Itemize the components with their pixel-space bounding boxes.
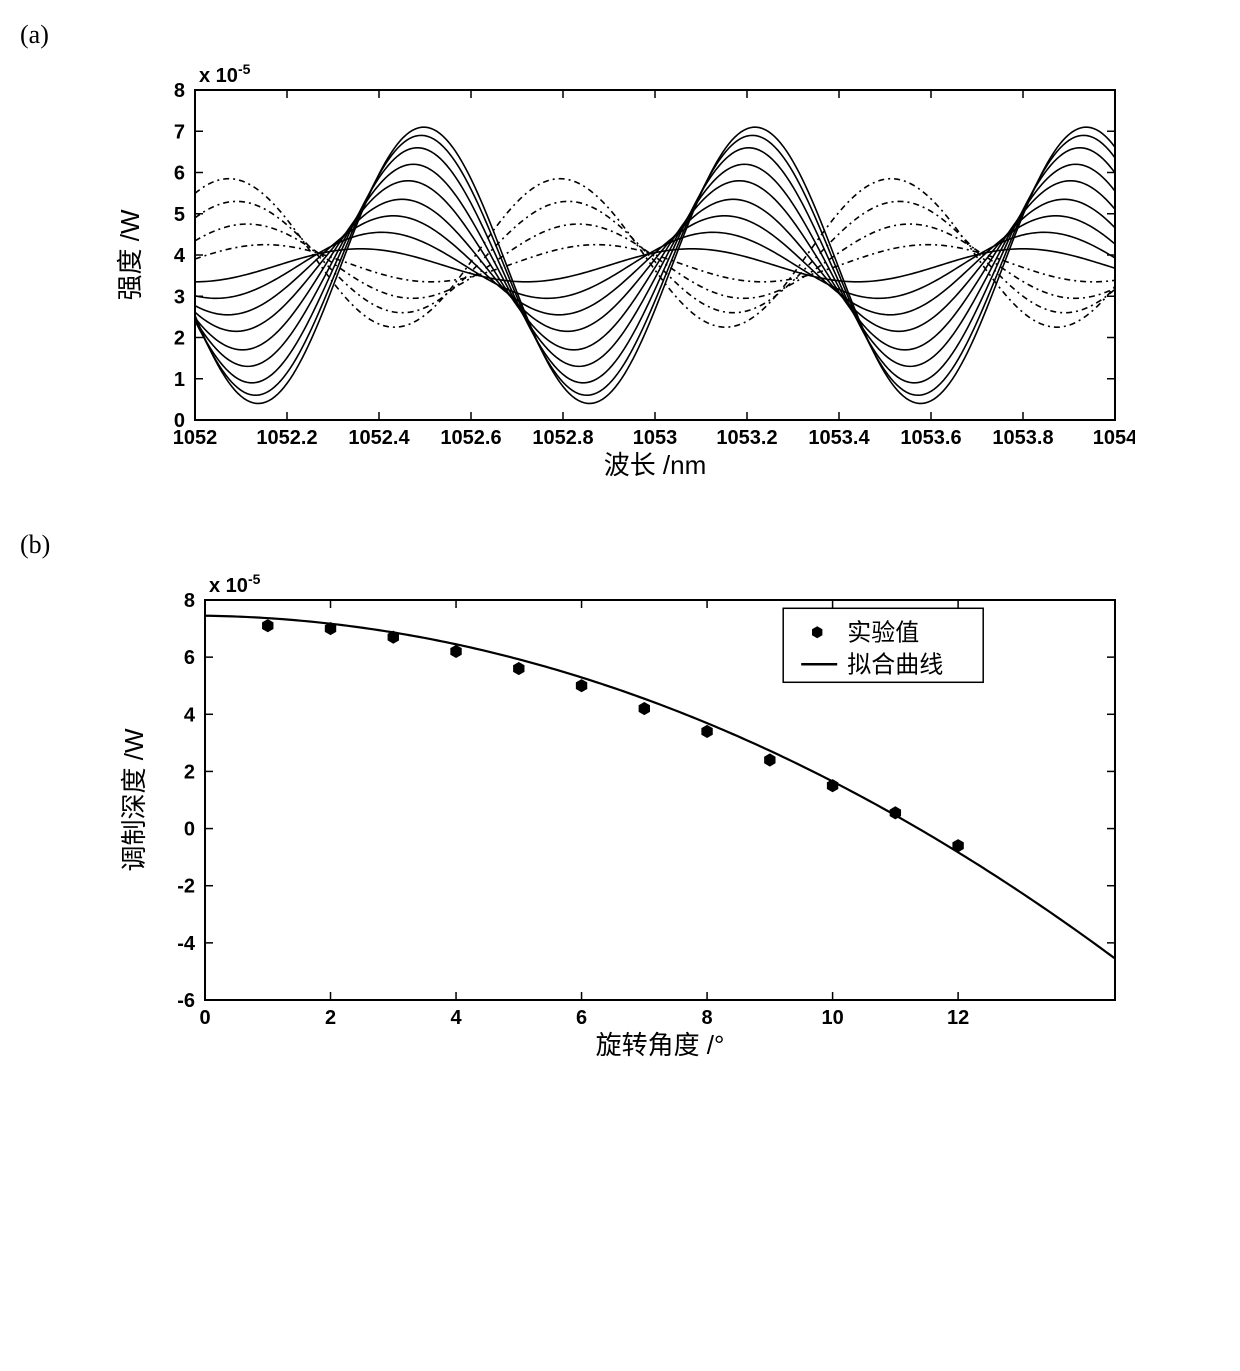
svg-text:1053.4: 1053.4	[808, 427, 870, 449]
svg-text:6: 6	[184, 647, 195, 669]
svg-text:6: 6	[174, 163, 185, 185]
svg-text:4: 4	[184, 704, 196, 726]
svg-text:4: 4	[174, 245, 186, 267]
svg-text:1053.8: 1053.8	[992, 427, 1053, 449]
svg-text:1052.8: 1052.8	[532, 427, 593, 449]
svg-text:0: 0	[184, 819, 195, 841]
svg-text:1053.6: 1053.6	[900, 427, 961, 449]
svg-text:10: 10	[821, 1007, 843, 1029]
svg-text:-2: -2	[177, 876, 195, 898]
svg-text:旋转角度 /°: 旋转角度 /°	[596, 1030, 725, 1060]
panel-b-chart-wrap: 0 2 4 6 8 10 12 -6 -4 -2 0 2 4 6 8 x 10-5 旋转角度 /° 调制深度 /W…	[20, 570, 1220, 1070]
svg-text:4: 4	[450, 1007, 462, 1029]
svg-text:2: 2	[325, 1007, 336, 1029]
svg-text:8: 8	[184, 590, 195, 612]
svg-text:实验值: 实验值	[847, 619, 919, 646]
panel-b-label: (b)	[20, 530, 1220, 560]
svg-text:8: 8	[174, 80, 185, 102]
svg-text:6: 6	[576, 1007, 587, 1029]
svg-text:5: 5	[174, 204, 185, 226]
svg-text:-6: -6	[177, 990, 195, 1012]
svg-text:x 10-5: x 10-5	[209, 571, 261, 597]
svg-text:3: 3	[174, 286, 185, 308]
svg-text:1054: 1054	[1093, 427, 1135, 449]
svg-text:拟合曲线: 拟合曲线	[847, 651, 943, 678]
svg-text:1: 1	[174, 369, 185, 391]
svg-text:1053.2: 1053.2	[716, 427, 777, 449]
panel-b-chart: 0 2 4 6 8 10 12 -6 -4 -2 0 2 4 6 8 x 10-5 旋转角度 /° 调制深度 /W…	[105, 570, 1135, 1070]
svg-text:2: 2	[184, 761, 195, 783]
svg-text:1053: 1053	[633, 427, 678, 449]
svg-text:0: 0	[199, 1007, 210, 1029]
svg-text:0: 0	[174, 410, 185, 432]
svg-text:1052.4: 1052.4	[348, 427, 410, 449]
svg-text:波长 /nm: 波长 /nm	[604, 450, 707, 480]
svg-text:1052.6: 1052.6	[440, 427, 501, 449]
svg-text:7: 7	[174, 121, 185, 143]
panel-a-label: (a)	[20, 20, 1220, 50]
svg-text:8: 8	[702, 1007, 713, 1029]
svg-text:2: 2	[174, 328, 185, 350]
svg-text:-4: -4	[177, 933, 196, 955]
svg-text:调制深度 /W: 调制深度 /W	[119, 728, 149, 871]
svg-text:强度 /W: 强度 /W	[115, 209, 145, 300]
panel-a-chart: 1 0 5 2 1052.2 1052.4 1052.6 1052.8 1053 1053.2 10…	[105, 60, 1135, 490]
panel-a-chart-wrap: 1 0 5 2 1052.2 1052.4 1052.6 1052.8 1053 1053.2 10…	[20, 60, 1220, 490]
svg-text:1052.2: 1052.2	[256, 427, 317, 449]
svg-text:12: 12	[947, 1007, 969, 1029]
svg-text:x 10-5: x 10-5	[199, 61, 251, 87]
